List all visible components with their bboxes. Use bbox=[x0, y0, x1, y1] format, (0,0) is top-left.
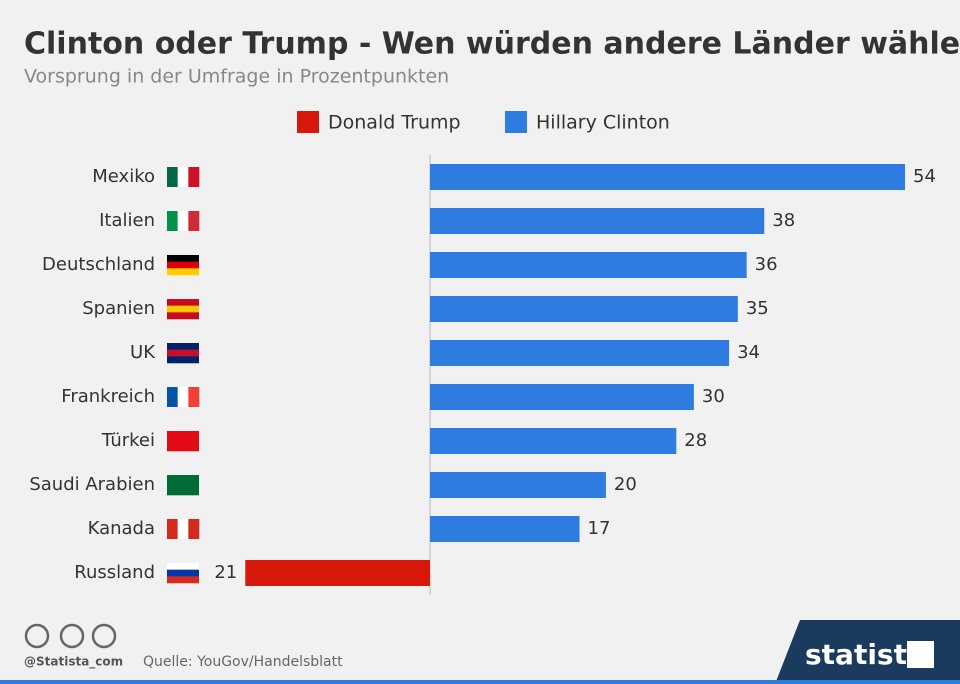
flag bbox=[167, 387, 178, 407]
flag bbox=[167, 488, 199, 496]
bar bbox=[430, 164, 905, 190]
footer: @Statista_com Quelle: YouGov/Handelsblat… bbox=[0, 620, 960, 684]
category-label: Italien bbox=[99, 210, 155, 231]
bar bbox=[430, 384, 694, 410]
bar bbox=[245, 560, 430, 586]
flag bbox=[177, 167, 189, 187]
value-label: 35 bbox=[746, 298, 769, 319]
bar bbox=[430, 296, 738, 322]
bar bbox=[430, 516, 580, 542]
flag bbox=[167, 431, 199, 438]
flag bbox=[167, 444, 199, 452]
bar bbox=[430, 340, 730, 366]
bar bbox=[430, 472, 606, 498]
category-label: Frankreich bbox=[61, 386, 155, 407]
legend-swatch bbox=[297, 111, 319, 133]
bar bbox=[430, 252, 747, 278]
flag bbox=[188, 387, 200, 407]
category-label: Mexiko bbox=[92, 166, 155, 187]
flag bbox=[167, 299, 199, 306]
flag bbox=[167, 356, 199, 364]
flag bbox=[167, 255, 199, 262]
value-label: 17 bbox=[588, 518, 611, 539]
flag bbox=[188, 519, 200, 539]
category-label: Kanada bbox=[88, 518, 155, 539]
legend-label: Donald Trump bbox=[328, 112, 461, 134]
legend-swatch bbox=[505, 111, 527, 133]
flag bbox=[167, 343, 199, 350]
legend-label: Hillary Clinton bbox=[536, 112, 670, 134]
flag bbox=[167, 569, 199, 577]
category-label: Saudi Arabien bbox=[29, 474, 155, 495]
bar bbox=[430, 208, 765, 234]
category-label: Spanien bbox=[82, 298, 155, 319]
bar bbox=[430, 428, 677, 454]
flag bbox=[167, 563, 199, 570]
category-label: Türkei bbox=[101, 430, 155, 451]
value-label: 38 bbox=[772, 210, 795, 231]
value-label: 20 bbox=[614, 474, 637, 495]
flag bbox=[167, 475, 199, 482]
flag bbox=[177, 387, 189, 407]
value-label: 54 bbox=[913, 166, 936, 187]
value-label: 21 bbox=[214, 562, 237, 583]
category-label: Russland bbox=[74, 562, 155, 583]
flag bbox=[167, 576, 199, 584]
value-label: 28 bbox=[684, 430, 707, 451]
category-label: Deutschland bbox=[42, 254, 155, 275]
chart-title: Clinton oder Trump - Wen würden andere L… bbox=[24, 27, 960, 62]
brand: statista bbox=[805, 638, 926, 671]
bottom-rule bbox=[0, 680, 960, 684]
flag bbox=[188, 167, 200, 187]
flag bbox=[167, 437, 199, 445]
by-icon bbox=[59, 623, 85, 649]
flag bbox=[177, 519, 189, 539]
flag bbox=[167, 268, 199, 276]
credit: @Statista_com bbox=[24, 655, 123, 670]
value-label: 30 bbox=[702, 386, 725, 407]
flag bbox=[167, 312, 199, 320]
source: Quelle: YouGov/Handelsblatt bbox=[143, 654, 343, 670]
flag bbox=[167, 167, 178, 187]
flag bbox=[167, 519, 178, 539]
nd-icon bbox=[91, 623, 117, 649]
flag bbox=[167, 261, 199, 269]
flag bbox=[167, 481, 199, 489]
category-label: UK bbox=[130, 342, 156, 363]
cc-icon bbox=[24, 623, 50, 649]
value-label: 36 bbox=[755, 254, 778, 275]
flag bbox=[167, 305, 199, 313]
value-label: 34 bbox=[737, 342, 760, 363]
flag bbox=[177, 211, 189, 231]
brand-logo bbox=[907, 641, 934, 668]
flag bbox=[167, 349, 199, 357]
flag bbox=[188, 211, 200, 231]
flag bbox=[167, 211, 178, 231]
chart-subtitle: Vorsprung in der Umfrage in Prozentpunkt… bbox=[24, 66, 449, 88]
